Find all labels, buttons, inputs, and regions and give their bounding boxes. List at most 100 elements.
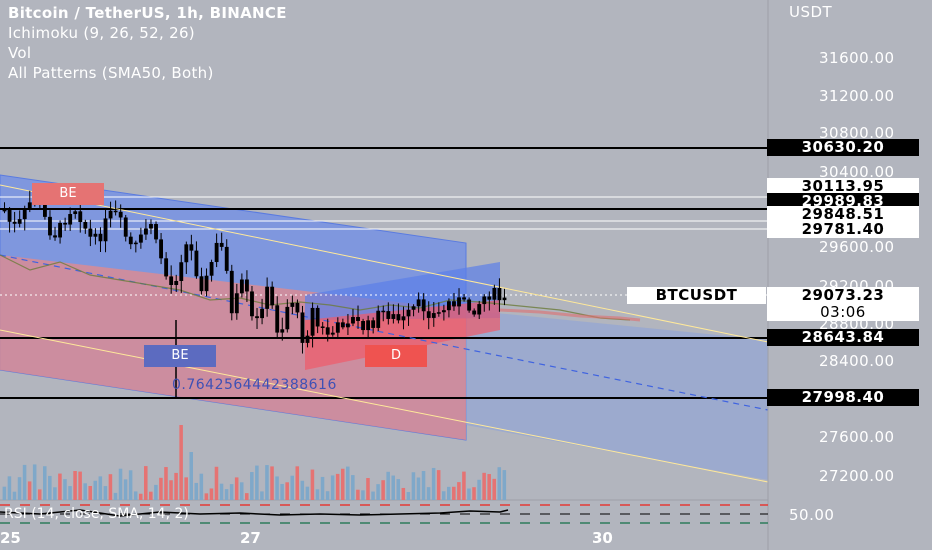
- candle-body: [457, 297, 461, 307]
- volume-bar: [73, 471, 77, 500]
- price-label-28643[interactable]: 28643.84: [767, 329, 919, 346]
- candle-body: [53, 235, 57, 238]
- candle-body: [43, 203, 47, 217]
- time-label-25: 25: [0, 529, 21, 547]
- candle-body: [300, 312, 305, 343]
- candle-body: [189, 244, 194, 251]
- candle-body: [330, 332, 335, 335]
- candle-body: [219, 242, 224, 247]
- volume-bar: [63, 479, 67, 500]
- volume-bar: [335, 473, 340, 500]
- volume-bar: [426, 487, 431, 500]
- tick-label: 31600.00: [819, 49, 895, 67]
- price-label-29989[interactable]: 29989.83: [767, 193, 919, 210]
- patterns-indicator[interactable]: All Patterns (SMA50, Both): [8, 64, 214, 82]
- volume-bar: [497, 467, 502, 500]
- symbol-title[interactable]: Bitcoin / TetherUS, 1h, BINANCE: [8, 4, 287, 22]
- candle-body: [396, 314, 401, 321]
- candle-body: [2, 209, 7, 212]
- candle-body: [381, 310, 386, 313]
- candle-body: [128, 236, 133, 245]
- volume-bar: [255, 465, 259, 500]
- volume-bar: [169, 480, 173, 500]
- candle-body: [295, 302, 300, 313]
- volume-bar: [113, 492, 118, 500]
- price-label-27998[interactable]: 27998.40: [767, 389, 919, 406]
- candle-body: [497, 288, 502, 301]
- volume-bar: [144, 466, 148, 500]
- volume-bar: [224, 489, 229, 500]
- candle-body: [149, 224, 153, 229]
- volume-bar: [310, 469, 315, 500]
- candle-body: [83, 222, 88, 229]
- candle-body: [194, 250, 199, 277]
- tick-label: 29600.00: [819, 238, 895, 256]
- candle-body: [431, 313, 436, 318]
- volume-bar: [184, 477, 188, 500]
- candle-body: [133, 242, 138, 245]
- candle-body: [154, 224, 158, 240]
- candle-body: [265, 286, 270, 309]
- volume-bar: [421, 471, 426, 500]
- volume-bar: [245, 493, 249, 500]
- pattern-tag-d[interactable]: D: [365, 345, 427, 367]
- candle-body: [290, 302, 295, 307]
- candle-body: [406, 309, 411, 317]
- candle-body: [88, 228, 93, 237]
- price-axis[interactable]: USDT 31600.00 31200.00 30800.00 30400.00…: [769, 0, 932, 550]
- chart-legend: Bitcoin / TetherUS, 1h, BINANCE Ichimoku…: [8, 3, 287, 83]
- price-label-30630[interactable]: 30630.20: [767, 139, 919, 156]
- candle-body: [436, 312, 441, 314]
- volume-bar: [43, 466, 47, 500]
- candle-body: [305, 335, 310, 343]
- price-label-29781[interactable]: 29781.40: [767, 221, 919, 238]
- candle-body: [325, 327, 330, 335]
- ichimoku-indicator[interactable]: Ichimoku (9, 26, 52, 26): [8, 24, 195, 42]
- candle-body: [452, 301, 456, 307]
- symbol-price-tag[interactable]: BTCUSDT: [627, 287, 766, 304]
- rsi-label[interactable]: RSI (14, close, SMA, 14, 2): [4, 506, 189, 522]
- candle-body: [270, 286, 275, 306]
- candle-body: [199, 276, 204, 292]
- price-label-29848[interactable]: 29848.51: [767, 206, 919, 223]
- volume-bar: [128, 470, 133, 500]
- volume-bar: [391, 475, 395, 500]
- current-price-box[interactable]: 29073.23 03:06: [767, 287, 919, 321]
- volume-bar: [17, 477, 22, 500]
- candle-body: [361, 320, 365, 331]
- candle-body: [144, 228, 148, 235]
- candle-body: [164, 258, 169, 277]
- pattern-tag-be-bottom[interactable]: BE: [144, 345, 216, 367]
- trend-line-upper: [0, 184, 769, 343]
- candle-body: [275, 305, 280, 333]
- volume-bar: [447, 486, 451, 500]
- volume-bar: [502, 470, 507, 500]
- candle-body: [239, 279, 244, 294]
- volume-bar: [431, 467, 436, 500]
- volume-bar: [462, 471, 466, 500]
- candle-body: [179, 262, 184, 281]
- price-label-30113[interactable]: 30113.95: [767, 178, 919, 195]
- volume-bar: [416, 477, 421, 500]
- candle-body: [224, 246, 229, 271]
- tick-label: 30400.00: [819, 163, 895, 181]
- volume-bar: [98, 476, 103, 500]
- volume-bar: [325, 491, 330, 500]
- volume-bar: [295, 466, 300, 500]
- volume-bar: [285, 482, 289, 500]
- candle-body: [482, 296, 487, 305]
- volume-bar: [386, 471, 390, 500]
- vol-indicator[interactable]: Vol: [8, 44, 32, 62]
- volume-bar: [406, 491, 411, 500]
- candle-body: [416, 299, 421, 307]
- volume-bar: [53, 487, 57, 500]
- volume-bar: [275, 476, 279, 500]
- candle-body: [209, 262, 214, 276]
- volume-bar: [48, 475, 52, 500]
- ichimoku-line: [0, 254, 631, 321]
- volume-bar: [229, 484, 234, 500]
- candle-body: [7, 209, 12, 222]
- pattern-tag-be-top[interactable]: BE: [32, 183, 104, 205]
- fib-ratio-label: 0.7642564442388616: [172, 377, 337, 393]
